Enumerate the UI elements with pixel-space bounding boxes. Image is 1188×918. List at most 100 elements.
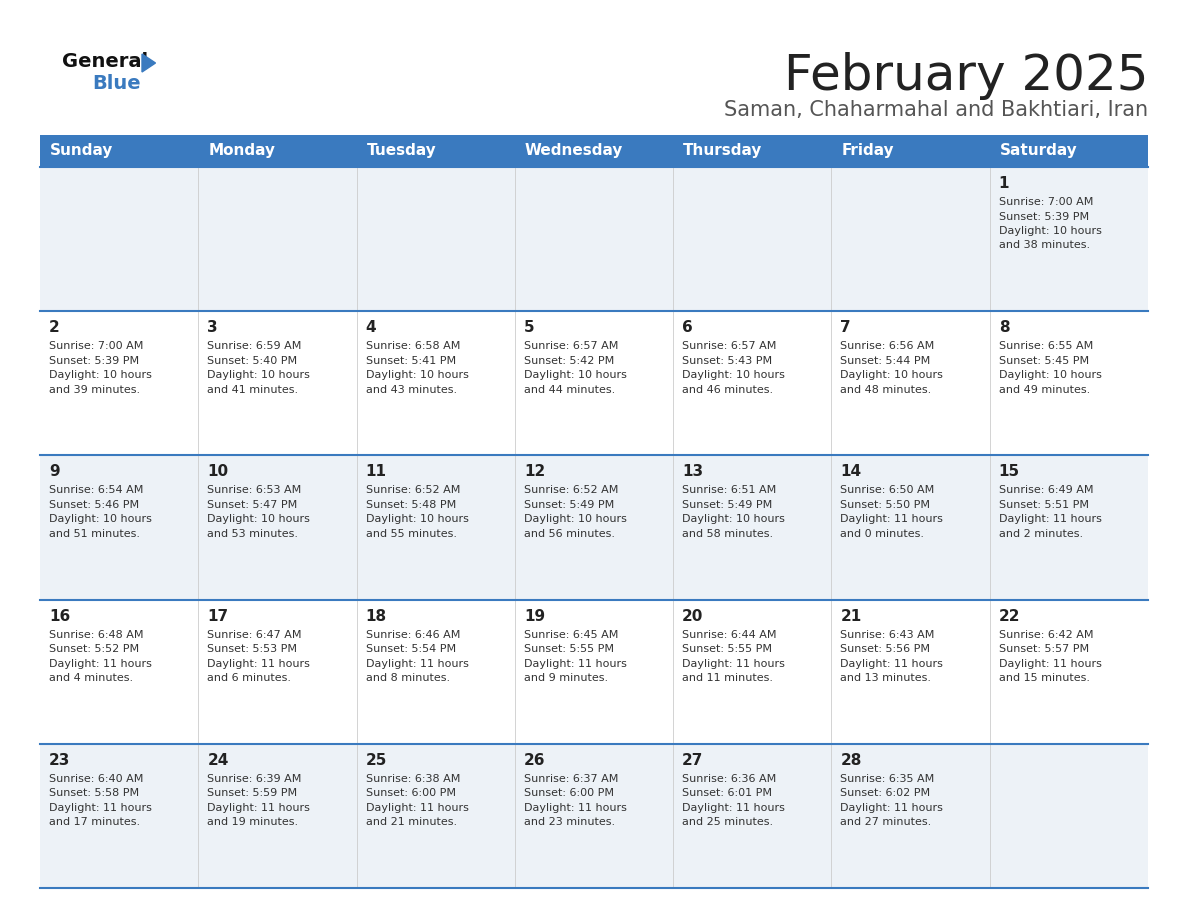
Bar [356, 135, 514, 167]
Text: Daylight: 10 hours: Daylight: 10 hours [49, 370, 152, 380]
Text: 26: 26 [524, 753, 545, 767]
Text: and 0 minutes.: and 0 minutes. [840, 529, 924, 539]
Text: and 8 minutes.: and 8 minutes. [366, 673, 450, 683]
Text: and 55 minutes.: and 55 minutes. [366, 529, 456, 539]
Text: and 38 minutes.: and 38 minutes. [999, 241, 1089, 251]
Text: Sunrise: 6:57 AM: Sunrise: 6:57 AM [524, 341, 618, 352]
Text: Sunset: 5:55 PM: Sunset: 5:55 PM [524, 644, 614, 655]
Text: Sunset: 5:51 PM: Sunset: 5:51 PM [999, 500, 1088, 509]
Text: Sunset: 6:02 PM: Sunset: 6:02 PM [840, 789, 930, 799]
Text: Sunrise: 6:55 AM: Sunrise: 6:55 AM [999, 341, 1093, 352]
Text: Sunrise: 6:52 AM: Sunrise: 6:52 AM [524, 486, 618, 496]
Text: Sunset: 5:47 PM: Sunset: 5:47 PM [207, 500, 297, 509]
Text: Wednesday: Wednesday [525, 143, 624, 159]
Text: 3: 3 [207, 320, 217, 335]
Text: Blue: Blue [91, 74, 140, 93]
Text: Sunrise: 6:37 AM: Sunrise: 6:37 AM [524, 774, 618, 784]
Text: 1: 1 [999, 176, 1010, 191]
Text: and 46 minutes.: and 46 minutes. [682, 385, 773, 395]
Text: Sunset: 6:00 PM: Sunset: 6:00 PM [366, 789, 455, 799]
Text: and 51 minutes.: and 51 minutes. [49, 529, 140, 539]
Polygon shape [143, 54, 156, 72]
Text: Daylight: 11 hours: Daylight: 11 hours [49, 803, 152, 812]
Text: Sunrise: 6:47 AM: Sunrise: 6:47 AM [207, 630, 302, 640]
Text: Daylight: 10 hours: Daylight: 10 hours [207, 370, 310, 380]
Text: Sunrise: 7:00 AM: Sunrise: 7:00 AM [999, 197, 1093, 207]
Text: Sunset: 6:00 PM: Sunset: 6:00 PM [524, 789, 614, 799]
Text: Thursday: Thursday [683, 143, 763, 159]
Text: Daylight: 10 hours: Daylight: 10 hours [366, 514, 468, 524]
Text: Daylight: 11 hours: Daylight: 11 hours [999, 514, 1101, 524]
Text: and 17 minutes.: and 17 minutes. [49, 817, 140, 827]
Text: Sunrise: 6:49 AM: Sunrise: 6:49 AM [999, 486, 1093, 496]
Text: Sunrise: 6:54 AM: Sunrise: 6:54 AM [49, 486, 144, 496]
Text: Daylight: 11 hours: Daylight: 11 hours [366, 658, 468, 668]
Bar [40, 599, 1148, 744]
Text: Daylight: 11 hours: Daylight: 11 hours [524, 803, 627, 812]
Text: Sunrise: 6:36 AM: Sunrise: 6:36 AM [682, 774, 777, 784]
Bar [832, 135, 990, 167]
Text: and 9 minutes.: and 9 minutes. [524, 673, 608, 683]
Bar [40, 744, 1148, 888]
Text: February 2025: February 2025 [784, 52, 1148, 100]
Text: and 21 minutes.: and 21 minutes. [366, 817, 456, 827]
Text: Sunset: 5:41 PM: Sunset: 5:41 PM [366, 355, 456, 365]
Text: Sunset: 5:43 PM: Sunset: 5:43 PM [682, 355, 772, 365]
Text: Saman, Chaharmahal and Bakhtiari, Iran: Saman, Chaharmahal and Bakhtiari, Iran [723, 100, 1148, 120]
Text: Daylight: 11 hours: Daylight: 11 hours [840, 514, 943, 524]
Text: Sunset: 5:44 PM: Sunset: 5:44 PM [840, 355, 930, 365]
Text: and 56 minutes.: and 56 minutes. [524, 529, 615, 539]
Text: Sunday: Sunday [50, 143, 113, 159]
Text: and 25 minutes.: and 25 minutes. [682, 817, 773, 827]
Text: 8: 8 [999, 320, 1010, 335]
Text: Daylight: 11 hours: Daylight: 11 hours [207, 803, 310, 812]
Text: Sunrise: 6:43 AM: Sunrise: 6:43 AM [840, 630, 935, 640]
Text: Sunset: 5:53 PM: Sunset: 5:53 PM [207, 644, 297, 655]
Text: 19: 19 [524, 609, 545, 623]
Text: and 39 minutes.: and 39 minutes. [49, 385, 140, 395]
Text: Tuesday: Tuesday [367, 143, 436, 159]
Text: Friday: Friday [841, 143, 895, 159]
Text: 13: 13 [682, 465, 703, 479]
Text: Sunrise: 6:35 AM: Sunrise: 6:35 AM [840, 774, 935, 784]
Text: Sunrise: 6:44 AM: Sunrise: 6:44 AM [682, 630, 777, 640]
Text: 11: 11 [366, 465, 386, 479]
Text: Sunset: 5:56 PM: Sunset: 5:56 PM [840, 644, 930, 655]
Text: Sunrise: 6:48 AM: Sunrise: 6:48 AM [49, 630, 144, 640]
Text: Daylight: 11 hours: Daylight: 11 hours [999, 658, 1101, 668]
Text: Daylight: 10 hours: Daylight: 10 hours [366, 370, 468, 380]
Text: 10: 10 [207, 465, 228, 479]
Text: 14: 14 [840, 465, 861, 479]
Text: 12: 12 [524, 465, 545, 479]
Text: and 58 minutes.: and 58 minutes. [682, 529, 773, 539]
Text: 5: 5 [524, 320, 535, 335]
Text: Sunset: 5:45 PM: Sunset: 5:45 PM [999, 355, 1089, 365]
Text: Saturday: Saturday [1000, 143, 1078, 159]
Text: and 4 minutes.: and 4 minutes. [49, 673, 133, 683]
Text: Daylight: 10 hours: Daylight: 10 hours [524, 514, 627, 524]
Text: and 15 minutes.: and 15 minutes. [999, 673, 1089, 683]
Text: Sunrise: 6:42 AM: Sunrise: 6:42 AM [999, 630, 1093, 640]
Bar [40, 455, 1148, 599]
Text: 23: 23 [49, 753, 70, 767]
Text: Sunset: 6:01 PM: Sunset: 6:01 PM [682, 789, 772, 799]
Text: Sunset: 5:55 PM: Sunset: 5:55 PM [682, 644, 772, 655]
Text: Daylight: 10 hours: Daylight: 10 hours [524, 370, 627, 380]
Text: Sunset: 5:50 PM: Sunset: 5:50 PM [840, 500, 930, 509]
Text: 6: 6 [682, 320, 693, 335]
Bar [40, 167, 1148, 311]
Text: Daylight: 11 hours: Daylight: 11 hours [49, 658, 152, 668]
Text: 2: 2 [49, 320, 59, 335]
Text: Sunrise: 6:40 AM: Sunrise: 6:40 AM [49, 774, 144, 784]
Text: Sunset: 5:59 PM: Sunset: 5:59 PM [207, 789, 297, 799]
Text: Sunset: 5:39 PM: Sunset: 5:39 PM [999, 211, 1089, 221]
Text: Sunrise: 6:51 AM: Sunrise: 6:51 AM [682, 486, 777, 496]
Text: and 13 minutes.: and 13 minutes. [840, 673, 931, 683]
Text: 28: 28 [840, 753, 861, 767]
Text: Daylight: 11 hours: Daylight: 11 hours [524, 658, 627, 668]
Text: Sunrise: 7:00 AM: Sunrise: 7:00 AM [49, 341, 144, 352]
Text: Sunrise: 6:57 AM: Sunrise: 6:57 AM [682, 341, 777, 352]
Text: Sunset: 5:49 PM: Sunset: 5:49 PM [682, 500, 772, 509]
Text: Sunset: 5:52 PM: Sunset: 5:52 PM [49, 644, 139, 655]
Text: 17: 17 [207, 609, 228, 623]
